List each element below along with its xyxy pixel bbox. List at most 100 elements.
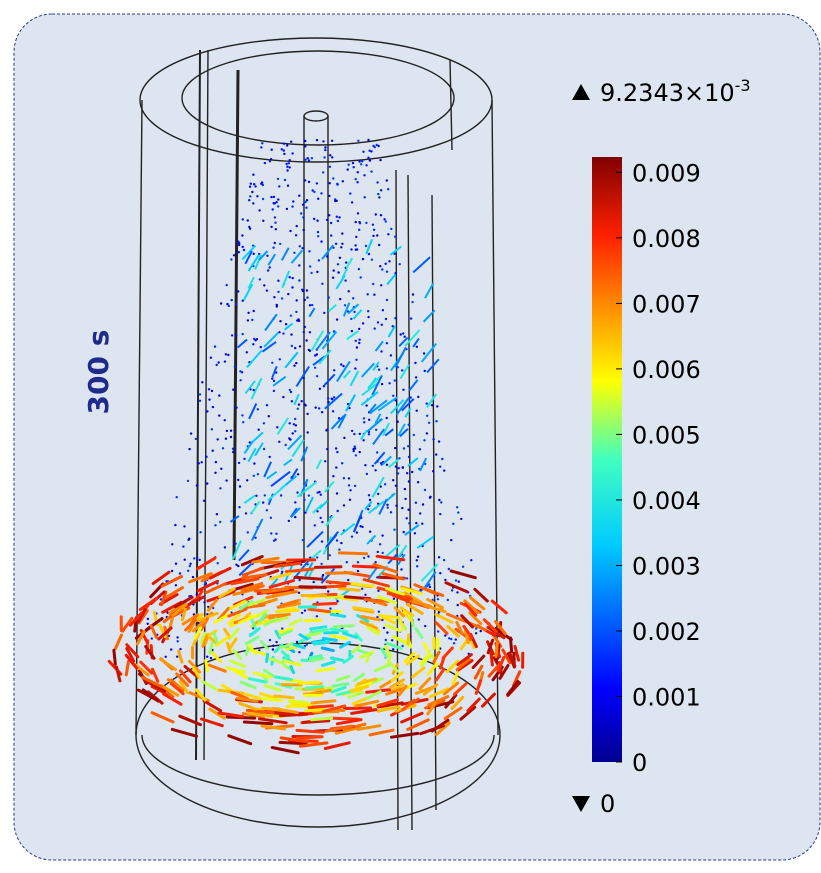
- tick-label: 0.007: [632, 290, 701, 318]
- flow-dot: [417, 396, 419, 398]
- flow-dot: [237, 479, 239, 481]
- flow-dot: [296, 491, 298, 493]
- flow-dot: [378, 369, 380, 371]
- flow-dot: [219, 487, 221, 489]
- flow-dot: [210, 657, 212, 659]
- flow-dot: [253, 253, 255, 255]
- flow-dot: [324, 146, 326, 148]
- flow-dot: [355, 178, 357, 180]
- flow-dot: [308, 250, 310, 252]
- flow-dot: [309, 331, 311, 333]
- flow-arrow: [305, 710, 324, 711]
- flow-dot: [401, 507, 403, 509]
- flow-dot: [260, 346, 262, 348]
- flow-dot: [205, 456, 207, 458]
- flow-dot: [232, 451, 234, 453]
- flow-dot: [254, 185, 256, 187]
- flow-dot: [269, 639, 271, 641]
- flow-dot: [320, 240, 322, 242]
- flow-dot: [208, 398, 210, 400]
- flow-dot: [230, 430, 232, 432]
- flow-dot: [203, 500, 205, 502]
- flow-dot: [286, 208, 288, 210]
- flow-dot: [336, 183, 338, 185]
- flow-dot: [438, 440, 440, 442]
- flow-dot: [415, 502, 417, 504]
- flow-dot: [328, 195, 330, 197]
- flow-dot: [277, 280, 279, 282]
- flow-dot: [238, 462, 240, 464]
- flow-arrow: [327, 582, 349, 584]
- flow-dot: [336, 492, 338, 494]
- flow-dot: [307, 431, 309, 433]
- flow-dot: [359, 525, 361, 527]
- flow-dot: [289, 389, 291, 391]
- flow-dot: [255, 495, 257, 497]
- flow-dot: [338, 216, 340, 218]
- flow-dot: [388, 260, 390, 262]
- flow-dot: [417, 481, 419, 483]
- flow-dot: [305, 404, 307, 406]
- flow-dot: [306, 296, 308, 298]
- flow-dot: [340, 363, 342, 365]
- flow-dot: [273, 202, 275, 204]
- flow-dot: [183, 525, 185, 527]
- flow-dot: [355, 249, 357, 251]
- flow-dot: [304, 140, 306, 142]
- flow-dot: [242, 246, 244, 248]
- flow-dot: [285, 163, 287, 165]
- flow-dot: [413, 434, 415, 436]
- flow-dot: [235, 303, 237, 305]
- flow-dot: [273, 380, 275, 382]
- flow-dot: [333, 269, 335, 271]
- flow-dot: [304, 179, 306, 181]
- flow-dot: [295, 362, 297, 364]
- flow-arrow: [275, 696, 293, 698]
- flow-dot: [239, 485, 241, 487]
- flow-dot: [369, 499, 371, 501]
- flow-dot: [273, 540, 275, 542]
- flow-dot: [293, 365, 295, 367]
- flow-dot: [214, 472, 216, 474]
- flow-dot: [378, 244, 380, 246]
- flow-dot: [347, 168, 349, 170]
- flow-dot: [377, 493, 379, 495]
- flow-dot: [370, 150, 372, 152]
- flow-dot: [226, 303, 228, 305]
- flow-dot: [293, 252, 295, 254]
- flow-dot: [216, 364, 218, 366]
- flow-dot: [332, 177, 334, 179]
- flow-dot: [235, 334, 237, 336]
- flow-dot: [351, 201, 353, 203]
- flow-dot: [274, 242, 276, 244]
- flow-dot: [428, 422, 430, 424]
- flow-dot: [374, 327, 376, 329]
- flow-dot: [252, 202, 254, 204]
- flow-dot: [230, 436, 232, 438]
- flow-dot: [238, 251, 240, 253]
- flow-dot: [253, 462, 255, 464]
- flow-dot: [227, 354, 229, 356]
- flow-dot: [414, 362, 416, 364]
- flow-dot: [429, 496, 431, 498]
- flow-dot: [331, 156, 333, 158]
- flow-dot: [363, 421, 365, 423]
- flow-arrow: [277, 610, 299, 612]
- tick-label: 0: [632, 749, 647, 777]
- flow-dot: [386, 367, 388, 369]
- flow-dot: [298, 651, 300, 653]
- flow-dot: [429, 586, 431, 588]
- flow-dot: [410, 317, 412, 319]
- flow-dot: [270, 196, 272, 198]
- flow-dot: [355, 454, 357, 456]
- flow-dot: [187, 570, 189, 572]
- flow-dot: [337, 263, 339, 265]
- flow-dot: [435, 420, 437, 422]
- flow-dot: [217, 361, 219, 363]
- flow-dot: [348, 484, 350, 486]
- flow-dot: [316, 220, 318, 222]
- flow-dot: [201, 461, 203, 463]
- flow-dot: [363, 174, 365, 176]
- flow-dot: [286, 144, 288, 146]
- flow-dot: [281, 297, 283, 299]
